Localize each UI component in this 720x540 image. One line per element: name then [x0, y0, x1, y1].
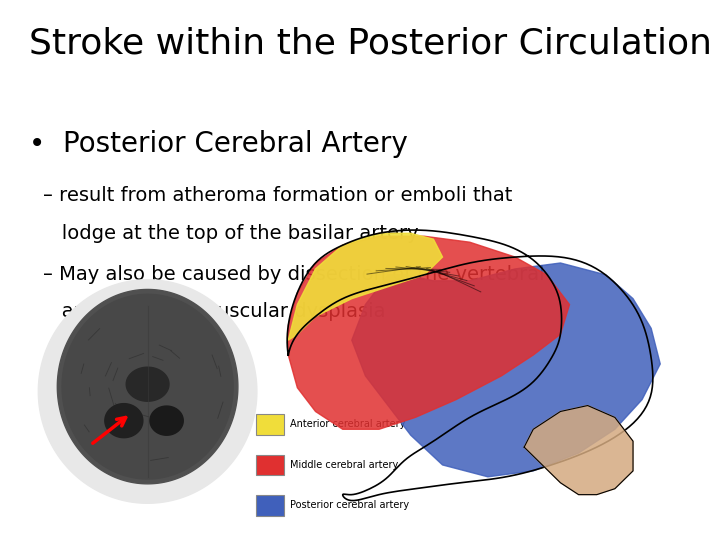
- Polygon shape: [62, 294, 233, 479]
- Polygon shape: [288, 233, 443, 340]
- Polygon shape: [288, 237, 570, 429]
- Text: – May also be caused by dissection of the vertebral: – May also be caused by dissection of th…: [43, 265, 545, 284]
- Bar: [256, 455, 284, 475]
- Bar: [256, 495, 284, 516]
- Bar: [256, 414, 284, 435]
- Text: Stroke within the Posterior Circulation: Stroke within the Posterior Circulation: [29, 27, 712, 61]
- Text: •  Posterior Cerebral Artery: • Posterior Cerebral Artery: [29, 130, 408, 158]
- Polygon shape: [150, 406, 183, 435]
- Text: lodge at the top of the basilar artery: lodge at the top of the basilar artery: [43, 224, 419, 243]
- Polygon shape: [352, 263, 660, 477]
- Text: artery or fibromuscular dysplasia: artery or fibromuscular dysplasia: [43, 302, 386, 321]
- Polygon shape: [126, 367, 169, 401]
- Polygon shape: [38, 280, 257, 503]
- Text: Anterior cerebral artery: Anterior cerebral artery: [290, 420, 405, 429]
- Text: – result from atheroma formation or emboli that: – result from atheroma formation or embo…: [43, 186, 513, 205]
- Polygon shape: [524, 406, 633, 495]
- Polygon shape: [105, 404, 143, 437]
- Polygon shape: [58, 289, 238, 484]
- Text: Posterior cerebral artery: Posterior cerebral artery: [290, 501, 409, 510]
- Text: Middle cerebral artery: Middle cerebral artery: [290, 460, 398, 470]
